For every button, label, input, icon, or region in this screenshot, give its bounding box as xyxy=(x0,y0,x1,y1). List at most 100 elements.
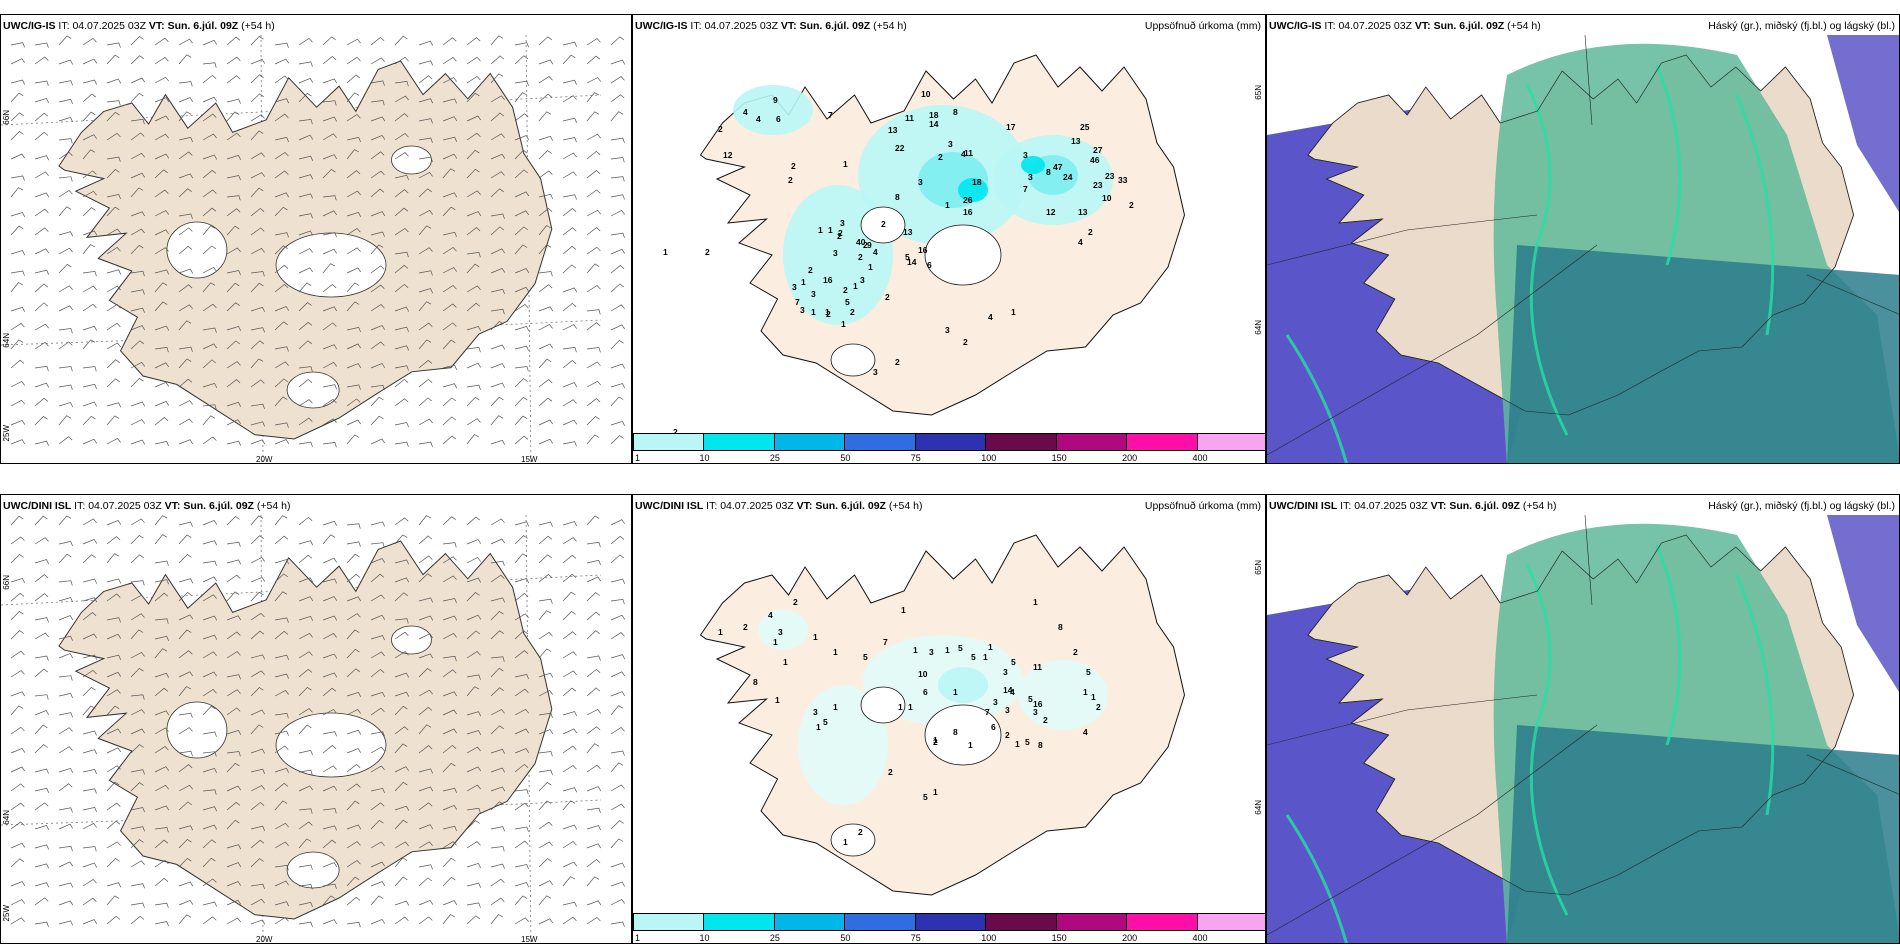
precip-value: 2 xyxy=(1073,647,1078,657)
lat-label-64: 64N xyxy=(1254,320,1263,335)
graticule xyxy=(1267,514,1899,936)
it-value: 04.07.2025 03Z xyxy=(1338,20,1412,32)
precip-value: 8 xyxy=(1038,740,1043,750)
it-value: 04.07.2025 03Z xyxy=(72,20,146,32)
precip-title: Uppsöfnuð úrkoma (mm) xyxy=(1144,20,1261,32)
precip-colorbar: 1 10 25 50 75 100 150 200 400 xyxy=(633,433,1265,463)
cloud-contours xyxy=(1285,544,1775,943)
precip-value: 3 xyxy=(1023,150,1028,160)
colorbar-tick-label: 400 xyxy=(1192,933,1208,943)
precip-value: 1 xyxy=(783,657,788,667)
precip-value: 1 xyxy=(945,645,950,655)
precip-value: 1 xyxy=(818,225,823,235)
precip-value: 2 xyxy=(933,737,938,747)
precip-value: 1 xyxy=(988,642,993,652)
precip-value: 1 xyxy=(1011,307,1016,317)
colorbar-tick-label: 25 xyxy=(769,453,780,463)
precip-value: 1 xyxy=(908,702,913,712)
precip-value: 40 xyxy=(856,237,866,247)
precip-value: 5 xyxy=(1086,667,1091,677)
precip-value: 2 xyxy=(743,622,748,632)
precip-value: 33 xyxy=(1118,175,1128,185)
precip-value: 4 xyxy=(873,247,878,257)
wind-map-layer xyxy=(1,514,626,943)
precip-value: 14 xyxy=(929,119,939,129)
glacier xyxy=(286,371,340,409)
precip-value: 2 xyxy=(673,427,678,435)
precip-value: 2 xyxy=(718,124,723,134)
it-label: IT: xyxy=(1340,500,1352,512)
colorbar-tick-label: 75 xyxy=(910,453,921,463)
precip-value: 16 xyxy=(823,275,833,285)
precip-value: 2 xyxy=(843,285,848,295)
colorbar-swatch xyxy=(914,433,987,451)
colorbar-tick-label: 100 xyxy=(981,453,997,463)
precip-value: 16 xyxy=(918,245,928,255)
precip-value: 46 xyxy=(1090,155,1100,165)
precip-value: 1 xyxy=(663,247,668,257)
cloud-map xyxy=(1267,495,1899,943)
precip-value: 1 xyxy=(775,695,780,705)
vt-label: VT: xyxy=(1414,20,1431,32)
precip-value: 1 xyxy=(843,837,848,847)
colorbar-tick-label: 150 xyxy=(1051,933,1067,943)
glacier xyxy=(391,145,432,175)
wind-barbs xyxy=(10,515,626,928)
precip-value: 14 xyxy=(1003,685,1013,695)
precip-value: 2 xyxy=(858,252,863,262)
high-cloud-area xyxy=(1507,245,1899,463)
precip-value: 2 xyxy=(808,265,813,275)
precip-value: 22 xyxy=(895,143,905,153)
glacier xyxy=(924,224,1002,286)
colorbar-swatch xyxy=(1196,913,1265,931)
glacier xyxy=(924,704,1002,766)
wind-header-bottom: UWC/DINI ISL IT: 04.07.2025 03Z VT: Sun.… xyxy=(3,500,290,512)
precip-value: 4 xyxy=(1083,727,1088,737)
precip-value: 1 xyxy=(953,687,958,697)
glacier xyxy=(166,221,228,279)
precip-value: 1 xyxy=(816,722,821,732)
precip-areas xyxy=(733,85,1113,325)
precip-value: 16 xyxy=(963,207,973,217)
precip-value: 4 xyxy=(743,107,748,117)
precip-value: 27 xyxy=(1093,145,1103,155)
precip-value: 26 xyxy=(963,195,973,205)
wind-map-layer xyxy=(1,34,626,463)
vt-label: VT: xyxy=(164,500,181,512)
precip-value: 13 xyxy=(1078,207,1088,217)
precip-value: 1 xyxy=(868,262,873,272)
precip-value: 3 xyxy=(945,325,950,335)
it-value: 04.07.2025 03Z xyxy=(704,20,778,32)
precip-value: 3 xyxy=(833,248,838,258)
model-name: UWC/IG-IS xyxy=(3,20,56,32)
precip-colorbar: 1 10 25 50 75 100 150 200 400 xyxy=(633,913,1265,943)
glacier xyxy=(860,206,906,244)
colorbar-swatch xyxy=(844,913,916,931)
precip-value: 3 xyxy=(1003,667,1008,677)
colorbar-tick-label: 25 xyxy=(769,933,780,943)
colorbar-swatch xyxy=(844,433,916,451)
wind-panel-bottom: UWC/DINI ISL IT: 04.07.2025 03Z VT: Sun.… xyxy=(0,494,632,944)
model-name: UWC/DINI ISL xyxy=(3,500,72,512)
precip-value: 2 xyxy=(858,827,863,837)
lat-label-65: 65N xyxy=(1254,85,1263,100)
precip-value: 1 xyxy=(898,702,903,712)
precip-value: 3 xyxy=(840,218,845,228)
precip-value: 2 xyxy=(838,228,843,238)
precip-value: 2 xyxy=(885,292,890,302)
precip-value: 2 xyxy=(1129,200,1134,210)
precip-value: 8 xyxy=(1046,167,1051,177)
precip-value: 6 xyxy=(927,260,932,270)
precip-title: Uppsöfnuð úrkoma (mm) xyxy=(1144,500,1261,512)
precip-value: 2 xyxy=(1096,702,1101,712)
colorbar-tick-label: 10 xyxy=(699,933,710,943)
lon-label-15w: 15W xyxy=(521,935,538,944)
lead-time: (+54 h) xyxy=(888,500,923,512)
cloud-contours xyxy=(1285,64,1775,463)
it-label: IT: xyxy=(706,500,718,512)
precip-value: 1 xyxy=(933,787,938,797)
precip-value: 5 xyxy=(1028,694,1033,704)
